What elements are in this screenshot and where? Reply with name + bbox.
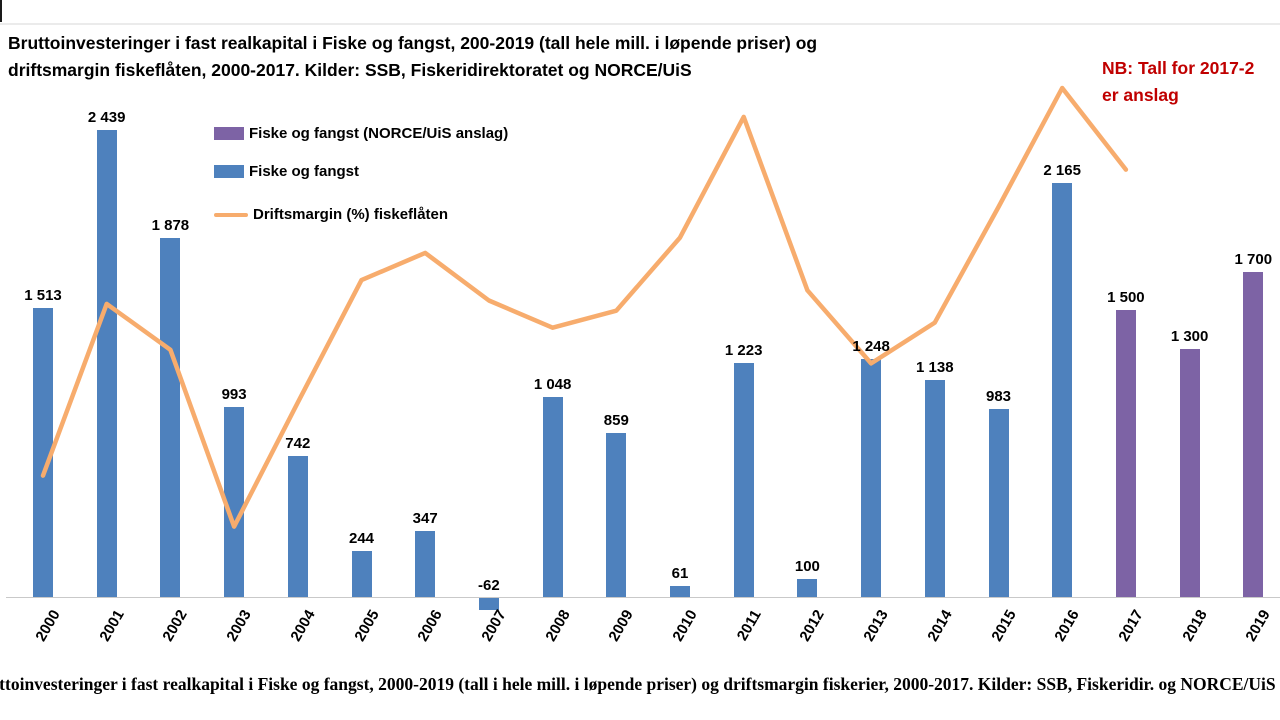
orange-line-swatch-icon <box>214 212 248 217</box>
x-axis-label: 2013 <box>860 607 892 645</box>
bar-value-label: 1 513 <box>24 286 62 304</box>
bar-actual <box>1052 182 1073 598</box>
bar-value-label: 1 048 <box>533 375 572 393</box>
bar-value-label: 859 <box>603 412 629 430</box>
x-axis-line <box>6 597 1280 598</box>
bar-value-label: 2 165 <box>1043 161 1081 179</box>
x-axis-label: 2011 <box>733 607 765 644</box>
legend-item-estimate: Fiske og fangst (NORCE/UiS anslag) <box>214 125 508 142</box>
bar-value-label: 1 700 <box>1234 250 1273 268</box>
bar-value-label: 347 <box>412 510 438 528</box>
x-axis-label: 2006 <box>414 607 446 645</box>
bar-estimate <box>1115 310 1136 598</box>
bar-actual <box>287 455 308 598</box>
bar-value-label: 100 <box>794 557 820 575</box>
bar-value-label: 742 <box>285 434 311 452</box>
chart-title-line2: driftsmargin fiskeflåten, 2000-2017. Kil… <box>8 60 692 80</box>
x-axis-label: 2019 <box>1242 607 1275 645</box>
bar-value-label: 244 <box>348 530 375 548</box>
chart-title: Bruttoinvesteringer i fast realkapital i… <box>8 30 1008 84</box>
bar-actual <box>351 551 372 598</box>
top-divider-line <box>0 23 1280 25</box>
bar-actual <box>478 598 499 610</box>
bar-value-label: 2 439 <box>87 108 126 126</box>
x-axis-label: 2002 <box>159 607 192 645</box>
x-axis-label: 2015 <box>987 607 1020 645</box>
purple-swatch-icon <box>214 127 244 140</box>
x-axis-label: 2001 <box>96 607 128 645</box>
x-axis-label: 2008 <box>541 607 574 645</box>
x-axis-label: 2004 <box>287 607 319 645</box>
bar-value-label: 1 300 <box>1170 327 1209 345</box>
estimate-note-line1: NB: Tall for 2017-2 <box>1102 58 1255 78</box>
bar-estimate <box>1179 348 1200 598</box>
bottom-caption: Bruttoinvesteringer i fast realkapital i… <box>0 674 1276 694</box>
bar-actual <box>988 409 1009 598</box>
bar-value-label: 1 248 <box>852 337 890 355</box>
bar-actual <box>224 407 245 598</box>
x-axis-label: 2000 <box>32 607 64 645</box>
x-axis-label: 2012 <box>796 607 829 645</box>
bar-actual <box>606 433 627 598</box>
x-axis-label: 2009 <box>605 607 638 645</box>
bar-value-label: 1 223 <box>724 342 763 360</box>
x-axis-label: 2014 <box>924 607 956 645</box>
bar-actual <box>861 358 882 598</box>
screen-edge-artifact <box>0 0 2 22</box>
legend-label: Driftsmargin (%) fiskeflåten <box>253 206 449 223</box>
bar-actual <box>733 363 754 598</box>
bar-value-label: 61 <box>671 565 689 583</box>
estimate-note: NB: Tall for 2017-2 er anslag <box>1102 55 1254 109</box>
bar-actual <box>96 129 117 598</box>
bar-actual <box>415 531 436 598</box>
bar-estimate <box>1243 271 1264 598</box>
x-axis-label: 2005 <box>350 607 383 645</box>
bar-actual <box>797 578 818 598</box>
bar-actual <box>670 586 690 598</box>
x-axis-label: 2017 <box>1115 607 1147 645</box>
x-axis-label: 2003 <box>223 607 255 645</box>
legend-label: Fiske og fangst (NORCE/UiS anslag) <box>249 125 509 142</box>
bar-value-label: 1 138 <box>916 358 954 376</box>
blue-swatch-icon <box>214 165 244 178</box>
bar-value-label: 1 878 <box>151 216 190 234</box>
chart-title-line1: Bruttoinvesteringer i fast realkapital i… <box>8 33 818 53</box>
estimate-note-line2: er anslag <box>1102 85 1179 105</box>
legend-label: Fiske og fangst <box>249 163 360 180</box>
bar-value-label: 1 500 <box>1107 289 1145 307</box>
x-axis-label: 2016 <box>1051 607 1083 645</box>
bar-actual <box>924 379 945 598</box>
bar-actual <box>542 396 563 598</box>
x-axis-label: 2010 <box>669 607 701 645</box>
x-axis-label: 2007 <box>478 607 510 645</box>
bar-value-label: 983 <box>985 388 1012 406</box>
legend-item-actual: Fiske og fangst <box>214 163 359 180</box>
bar-actual <box>33 307 53 598</box>
legend-item-margin: Driftsmargin (%) fiskeflåten <box>214 206 448 223</box>
bar-value-label: -62 <box>478 577 500 594</box>
bar-actual <box>160 237 181 598</box>
bar-value-label: 993 <box>221 386 247 404</box>
x-axis-label: 2018 <box>1178 607 1211 645</box>
